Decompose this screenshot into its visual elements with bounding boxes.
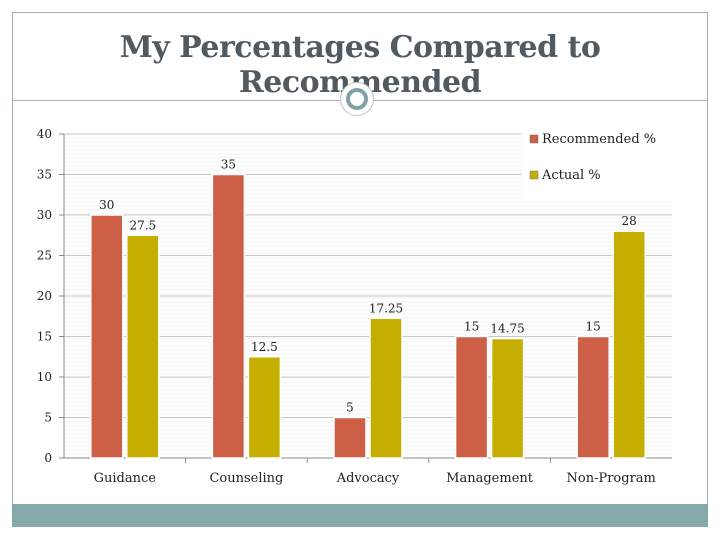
bar-recommended	[333, 416, 367, 459]
y-tick-label: 20	[37, 289, 52, 303]
bar-actual	[612, 230, 646, 459]
footer-bar	[12, 504, 708, 527]
x-category-label: Management	[446, 471, 534, 486]
data-label: 28	[622, 214, 637, 228]
y-tick-label: 10	[37, 370, 52, 384]
data-label: 35	[221, 158, 236, 172]
bar-actual	[126, 234, 160, 459]
bar-recommended	[454, 335, 489, 459]
y-tick-label: 5	[44, 411, 52, 425]
data-label: 14.75	[490, 322, 524, 336]
legend-box	[522, 127, 672, 199]
data-label: 5	[346, 401, 354, 415]
data-label: 15	[586, 320, 601, 334]
y-tick-label: 35	[37, 168, 52, 182]
x-category-label: Counseling	[209, 471, 283, 486]
bar-recommended	[90, 214, 124, 459]
ring-icon	[346, 88, 368, 110]
title-ring-ornament	[340, 82, 374, 116]
y-tick-label: 40	[37, 127, 52, 141]
legend-swatch	[529, 134, 539, 144]
y-tick-label: 0	[44, 451, 52, 465]
data-label: 30	[99, 198, 114, 212]
bar-actual	[490, 337, 525, 459]
legend-label: Recommended %	[542, 132, 656, 147]
bar-recommended	[211, 173, 246, 459]
data-label: 17.25	[369, 301, 403, 315]
x-category-label: Advocacy	[336, 471, 400, 486]
bar-actual	[369, 317, 403, 459]
bar-actual	[247, 356, 282, 459]
bar-recommended	[576, 335, 610, 459]
y-tick-label: 25	[37, 249, 52, 263]
y-tick-label: 15	[37, 330, 52, 344]
x-category-label: Guidance	[94, 471, 157, 486]
y-tick-label: 30	[37, 208, 52, 222]
data-label: 12.5	[251, 340, 278, 354]
data-label: 27.5	[129, 218, 156, 232]
x-category-label: Non-Program	[567, 471, 656, 486]
data-label: 15	[464, 320, 479, 334]
legend-label: Actual %	[541, 168, 601, 183]
legend-swatch	[529, 170, 539, 180]
